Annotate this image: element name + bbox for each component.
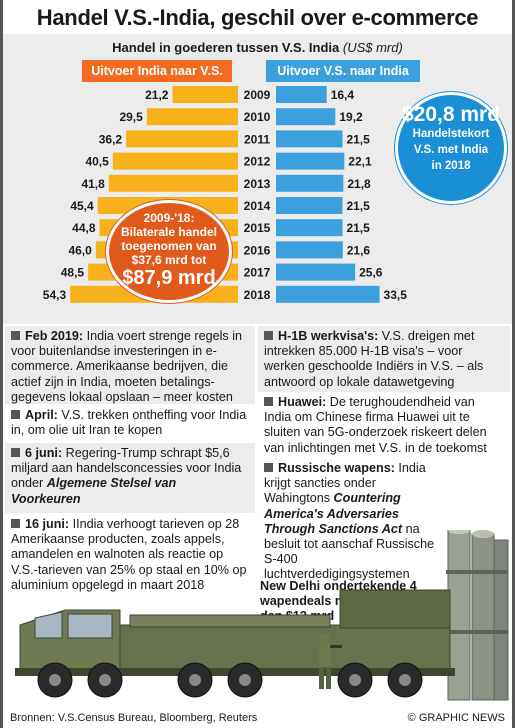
missile-tubes-icon bbox=[446, 530, 509, 701]
year-label-2018: 2018 bbox=[244, 288, 271, 302]
bullet-square-icon bbox=[264, 397, 273, 406]
value-label-us-2016: 21,6 bbox=[347, 243, 371, 257]
bubble-value: $87,9 mrd bbox=[122, 267, 216, 289]
news-item: 16 juni: IIndia verhoogt tarieven op 28 … bbox=[11, 517, 247, 592]
news-item: April: V.S. trekken ontheffing voor Indi… bbox=[11, 408, 247, 438]
bar-india-exports-2011 bbox=[126, 130, 238, 148]
value-label-india-2017: 48,5 bbox=[61, 266, 85, 280]
bar-us-exports-2013 bbox=[276, 174, 344, 192]
page-title: Handel V.S.-India, geschil over e-commer… bbox=[36, 5, 479, 30]
value-label-india-2009: 21,2 bbox=[145, 88, 169, 102]
news-item: Huawei: De terughoudendheid van India om… bbox=[264, 395, 487, 455]
bullet-square-icon bbox=[11, 410, 20, 419]
s400-launcher-illustration bbox=[15, 530, 509, 701]
value-label-india-2015: 44,8 bbox=[72, 221, 96, 235]
bullet-square-icon bbox=[264, 331, 273, 340]
bullet-square-icon bbox=[11, 331, 20, 340]
year-label-2012: 2012 bbox=[244, 155, 271, 169]
bar-india-exports-2009 bbox=[172, 86, 238, 103]
news-item: H-1B werkvisa's: V.S. dreigen met intrek… bbox=[258, 326, 510, 392]
year-label-2017: 2017 bbox=[244, 266, 271, 280]
bar-us-exports-2015 bbox=[276, 219, 343, 237]
value-label-us-2010: 19,2 bbox=[339, 110, 363, 124]
value-label-us-2017: 25,6 bbox=[359, 266, 383, 280]
year-label-2010: 2010 bbox=[244, 110, 271, 124]
bullet-square-icon bbox=[11, 519, 20, 528]
footer: Bronnen: V.S.Census Bureau, Bloomberg, R… bbox=[0, 708, 515, 728]
bilateral-trade-bubble: 2009-'18: Bilaterale handel toegenomen v… bbox=[106, 200, 232, 303]
bar-india-exports-2013 bbox=[108, 174, 238, 192]
bar-us-exports-2016 bbox=[276, 241, 343, 259]
bullet-square-icon bbox=[11, 448, 20, 457]
bar-us-exports-2009 bbox=[276, 86, 327, 103]
value-label-india-2016: 46,0 bbox=[68, 243, 92, 257]
value-label-us-2014: 21,5 bbox=[346, 199, 370, 213]
bubble-line1: 2009-'18: bbox=[143, 211, 195, 225]
year-label-2016: 2016 bbox=[244, 243, 271, 257]
deficit-value: $20,8 mrd bbox=[401, 103, 501, 126]
deficit-line3: in 2018 bbox=[431, 160, 471, 172]
deficit-line1: Handelstekort bbox=[412, 128, 490, 140]
year-label-2013: 2013 bbox=[244, 177, 271, 191]
soldier-icon bbox=[319, 633, 342, 689]
bullet-square-icon bbox=[264, 463, 273, 472]
legend-us-exports: Uitvoer V.S. naar India bbox=[266, 60, 420, 82]
value-label-india-2010: 29,5 bbox=[119, 110, 143, 124]
chart-unit: (US$ mrd) bbox=[342, 40, 403, 55]
trade-deficit-badge: $20,8 mrd Handelstekort V.S. met India i… bbox=[395, 92, 507, 204]
value-label-india-2013: 41,8 bbox=[81, 177, 105, 191]
year-label-2011: 2011 bbox=[244, 132, 270, 146]
sources: Bronnen: V.S.Census Bureau, Bloomberg, R… bbox=[10, 712, 258, 724]
value-label-us-2018: 33,5 bbox=[384, 288, 408, 302]
year-label-2014: 2014 bbox=[244, 199, 271, 213]
value-label-india-2011: 36,2 bbox=[99, 132, 123, 146]
bar-us-exports-2018 bbox=[276, 285, 380, 303]
bubble-line2: Bilaterale handel bbox=[120, 225, 218, 239]
bubble-line3: toegenomen van bbox=[121, 239, 217, 253]
bar-us-exports-2014 bbox=[276, 197, 343, 214]
bar-india-exports-2010 bbox=[146, 108, 238, 126]
bar-india-exports-2012 bbox=[112, 152, 238, 170]
value-label-india-2012: 40,5 bbox=[85, 155, 109, 169]
value-label-us-2011: 21,5 bbox=[346, 132, 370, 146]
bar-us-exports-2011 bbox=[276, 130, 343, 148]
bubble-line4: $37,6 mrd tot bbox=[131, 253, 207, 267]
value-label-india-2014: 45,4 bbox=[70, 199, 94, 213]
deficit-line2: V.S. met India bbox=[413, 144, 489, 156]
value-label-us-2009: 16,4 bbox=[331, 88, 355, 102]
value-label-india-2018: 54,3 bbox=[43, 288, 67, 302]
value-label-us-2012: 22,1 bbox=[348, 155, 372, 169]
brand-credit: © GRAPHIC NEWS bbox=[407, 712, 505, 724]
year-label-2015: 2015 bbox=[244, 221, 271, 235]
value-label-us-2015: 21,5 bbox=[346, 221, 370, 235]
chart-title: Handel in goederen tussen V.S. India bbox=[112, 40, 340, 55]
news-item: 6 juni: Regering-Trump schrapt $5,6 milj… bbox=[5, 443, 255, 513]
news-item: Russische wapens: India krijgt sancties … bbox=[264, 461, 435, 582]
legend-india-exports: Uitvoer India naar V.S. bbox=[82, 60, 232, 82]
value-label-us-2013: 21,8 bbox=[347, 177, 371, 191]
bar-us-exports-2017 bbox=[276, 263, 356, 281]
chart-subtitle: Handel in goederen tussen V.S. India (US… bbox=[0, 40, 515, 55]
bar-us-exports-2012 bbox=[276, 152, 345, 170]
truck-icon bbox=[15, 589, 455, 676]
bar-us-exports-2010 bbox=[276, 108, 336, 126]
news-item: Feb 2019: India voert strenge regels in … bbox=[5, 326, 255, 404]
year-label-2009: 2009 bbox=[244, 88, 271, 102]
